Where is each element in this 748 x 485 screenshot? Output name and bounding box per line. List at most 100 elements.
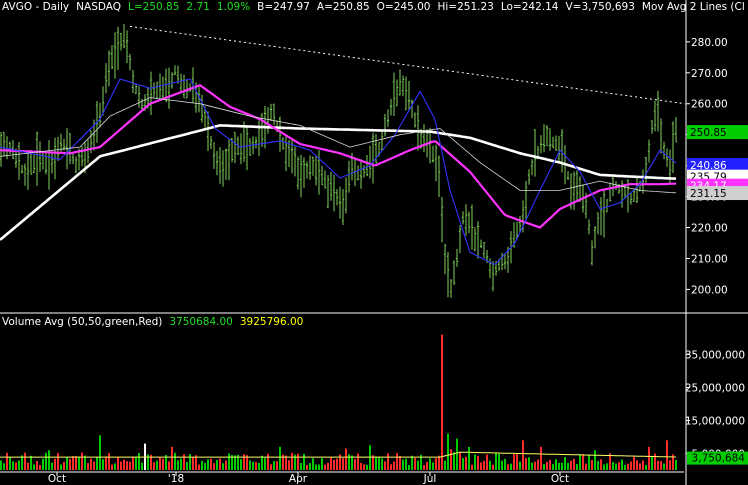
volume-bar xyxy=(30,455,32,470)
price-bar xyxy=(371,132,375,184)
volume-bar xyxy=(342,458,344,470)
resistance-trendline xyxy=(129,25,686,105)
price-bar xyxy=(113,32,117,79)
ma-thin-line xyxy=(0,97,677,194)
volume-bar xyxy=(432,462,434,470)
volume-bar xyxy=(351,455,353,470)
price-bar xyxy=(35,131,39,186)
volume-bar xyxy=(54,458,56,470)
volume-bar xyxy=(423,464,425,470)
price-bar xyxy=(443,244,447,275)
price-bar xyxy=(281,137,285,150)
volume-bar xyxy=(471,464,473,470)
volume-bar xyxy=(663,463,665,470)
volume-bar xyxy=(411,455,413,470)
volume-bar xyxy=(474,454,476,470)
volume-bar xyxy=(549,459,551,470)
volume-bar xyxy=(225,460,227,470)
volume-bar xyxy=(468,446,470,470)
volume-bar xyxy=(594,450,596,470)
price-bar xyxy=(278,116,282,152)
volume-bar xyxy=(510,463,512,470)
price-bar xyxy=(431,145,435,163)
volume-bar xyxy=(576,464,578,470)
ma-white-line xyxy=(0,124,676,241)
volume-panel xyxy=(0,334,677,470)
volume-bar xyxy=(444,460,446,470)
volume-bar xyxy=(96,457,98,470)
price-bar xyxy=(266,107,270,134)
price-tag-label: 240.86 xyxy=(690,160,727,172)
price-bar xyxy=(632,189,636,202)
volume-bar xyxy=(306,465,308,470)
price-bar xyxy=(116,26,120,70)
price-bar xyxy=(656,90,660,132)
price-tag-label: 231.15 xyxy=(690,188,727,200)
volume-bar xyxy=(228,453,230,470)
price-bar xyxy=(650,120,654,134)
volume-bar xyxy=(189,454,191,470)
volume-bar xyxy=(675,460,677,470)
price-bar xyxy=(254,136,258,149)
price-bar xyxy=(71,153,75,165)
price-bar xyxy=(386,109,390,127)
volume-bar xyxy=(3,463,5,470)
price-bar xyxy=(602,189,606,238)
price-bar xyxy=(593,226,597,249)
price-bar xyxy=(74,156,78,174)
volume-value-1: 3750684.00 xyxy=(169,316,233,328)
volume-bar xyxy=(630,461,632,470)
volume-bar xyxy=(243,454,245,470)
ma-blue-line xyxy=(0,78,677,265)
price-bar xyxy=(338,186,342,219)
volume-bar xyxy=(213,463,215,470)
volume-bar xyxy=(561,462,563,470)
volume-bar xyxy=(501,460,503,470)
price-bar xyxy=(503,252,507,270)
price-bar xyxy=(518,215,522,233)
volume-bar xyxy=(447,433,449,470)
volume-bar xyxy=(264,457,266,470)
volume-bar xyxy=(90,458,92,470)
price-bar xyxy=(548,128,552,151)
price-bar xyxy=(212,141,216,169)
volume-bar xyxy=(18,460,20,470)
volume-bar xyxy=(624,464,626,470)
price-bar xyxy=(179,73,183,93)
price-bar xyxy=(473,227,477,252)
price-bar xyxy=(299,154,303,198)
volume-bar xyxy=(120,461,122,470)
volume-bar xyxy=(141,462,143,470)
volume-bar xyxy=(426,461,428,470)
volume-bar xyxy=(231,455,233,470)
price-bar xyxy=(59,133,63,152)
price-tag-bg xyxy=(687,186,748,201)
price-bar xyxy=(440,196,444,243)
volume-bar xyxy=(579,454,581,470)
volume-bar xyxy=(99,435,101,470)
volume-bar xyxy=(552,464,554,470)
price-bar xyxy=(155,81,159,99)
price-bar xyxy=(20,164,24,174)
volume-bar xyxy=(111,464,113,470)
volume-bar xyxy=(9,457,11,470)
volume-bar xyxy=(300,462,302,470)
volume-last-tag-bg xyxy=(687,451,748,465)
price-bar xyxy=(287,140,291,168)
price-bar xyxy=(200,94,204,123)
volume-bar xyxy=(378,457,380,470)
price-tag: 250.85 xyxy=(687,125,748,140)
volume-bar xyxy=(135,456,137,470)
price-bar xyxy=(284,134,288,172)
price-bar xyxy=(398,69,402,96)
volume-bar xyxy=(201,460,203,470)
header-open: O=245.00 xyxy=(376,1,431,13)
price-bar xyxy=(515,221,519,241)
volume-bar xyxy=(369,445,371,470)
volume-bar xyxy=(126,461,128,470)
volume-bar xyxy=(438,455,440,470)
volume-bar xyxy=(288,460,290,470)
price-bar xyxy=(566,171,570,180)
volume-bar xyxy=(216,460,218,470)
volume-bar xyxy=(237,454,239,470)
